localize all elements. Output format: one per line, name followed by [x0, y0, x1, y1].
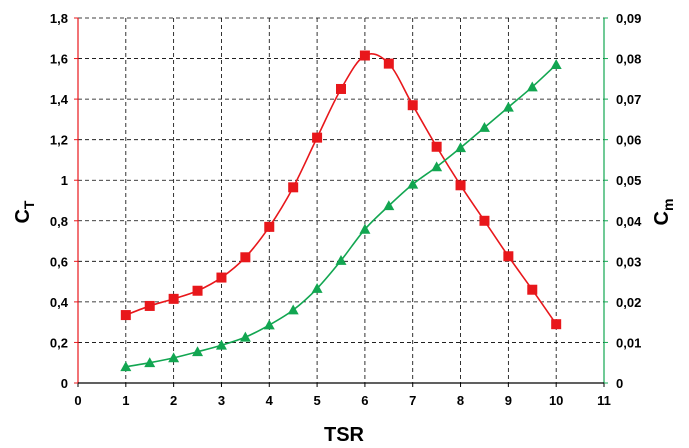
x-tick-label: 3: [218, 393, 225, 408]
ct-data-point: [551, 319, 562, 330]
y-left-tick-label: 0,8: [50, 214, 68, 229]
y-right-tick-label: 0,09: [616, 11, 641, 26]
y-right-axis-title: Cm: [651, 199, 676, 226]
axes: [74, 17, 608, 387]
cm-data-point: [215, 339, 227, 350]
x-tick-label: 7: [409, 393, 416, 408]
ct-data-point: [240, 252, 251, 263]
y-right-axis-title-main: C: [651, 211, 673, 225]
series-ct: [120, 50, 562, 330]
y-right-tick-label: 0: [616, 376, 623, 391]
ct-data-point: [144, 300, 155, 311]
ct-data-point: [216, 272, 227, 283]
ct-data-point: [359, 50, 370, 61]
cm-data-point: [383, 200, 395, 211]
cm-data-point: [192, 346, 204, 357]
y-left-tick-label: 1: [61, 173, 68, 188]
ct-data-point: [120, 310, 131, 321]
ct-data-point: [168, 293, 179, 304]
x-tick-label: 0: [74, 393, 81, 408]
series: [120, 50, 562, 372]
y-left-tick-label: 0,6: [50, 254, 68, 269]
x-tick-label: 6: [361, 393, 368, 408]
ct-data-point: [264, 221, 275, 232]
ct-data-point: [312, 132, 323, 143]
ct-data-point: [336, 83, 346, 94]
y-right-tick-label: 0,06: [616, 133, 641, 148]
cm-data-point: [239, 331, 251, 342]
y-right-tick-label: 0,02: [616, 295, 641, 310]
ct-data-point: [503, 251, 514, 262]
cm-data-point: [335, 255, 347, 265]
series-cm: [120, 59, 562, 372]
y-left-axis-title: CT: [12, 200, 37, 223]
series-ct-line: [125, 53, 557, 325]
cm-data-point: [120, 361, 132, 372]
ct-data-point: [527, 284, 538, 295]
cm-data-point: [455, 142, 467, 153]
cm-data-point: [526, 81, 538, 92]
y-right-tick-label: 0,03: [616, 254, 641, 269]
y-right-tick-label: 0,08: [616, 52, 641, 67]
ct-data-point: [192, 285, 203, 296]
y-right-tick-label: 0,07: [616, 92, 641, 107]
cm-data-point: [287, 304, 299, 315]
y-left-tick-label: 0,2: [50, 335, 68, 350]
cm-data-point: [168, 352, 180, 363]
y-left-tick-label: 0,4: [50, 295, 69, 310]
ct-data-point: [288, 182, 299, 193]
y-right-axis-title-sub: m: [660, 199, 676, 211]
cm-data-point: [502, 101, 514, 112]
y-right-tick-label: 0,01: [616, 335, 641, 350]
cm-data-point: [311, 283, 323, 293]
x-tick-label: 2: [170, 393, 177, 408]
y-left-axis-title-sub: T: [21, 200, 37, 209]
cm-data-point: [144, 357, 156, 368]
y-left-tick-label: 1,2: [50, 133, 68, 148]
cm-data-point: [431, 161, 443, 172]
y-left-tick-label: 1,8: [50, 11, 68, 26]
x-tick-label: 11: [597, 393, 611, 408]
y-left-axis-title-main: C: [12, 209, 34, 223]
ct-data-point: [431, 141, 442, 152]
grid: [78, 17, 604, 383]
y-right-tick-label: 0,04: [616, 214, 642, 229]
cm-data-point: [263, 319, 275, 330]
ct-data-point: [383, 58, 394, 69]
cm-data-point: [407, 178, 419, 189]
tick-labels: 0 1 2 3 4 5 6 7 8 9 10 11 0 0,2 0,4 0,6 0,8 1 1,2 1,4 1,6 1,8…: [50, 11, 642, 408]
y-left-tick-label: 1,6: [50, 52, 68, 67]
y-left-tick-label: 0: [61, 376, 68, 391]
ct-data-point: [407, 100, 418, 111]
y-right-tick-label: 0,05: [616, 173, 641, 188]
x-tick-label: 10: [549, 393, 563, 408]
x-axis-title: TSR: [324, 424, 365, 446]
x-tick-label: 1: [122, 393, 129, 408]
cm-data-point: [550, 59, 562, 70]
x-tick-label: 5: [313, 393, 320, 408]
x-tick-label: 9: [505, 393, 512, 408]
cm-data-point: [478, 122, 490, 132]
y-left-tick-label: 1,4: [50, 92, 69, 107]
x-tick-label: 4: [266, 393, 274, 408]
series-cm-line: [125, 64, 557, 368]
x-tick-label: 8: [457, 393, 464, 408]
ct-data-point: [455, 180, 466, 191]
ct-data-point: [479, 215, 490, 226]
cm-data-point: [359, 223, 371, 234]
